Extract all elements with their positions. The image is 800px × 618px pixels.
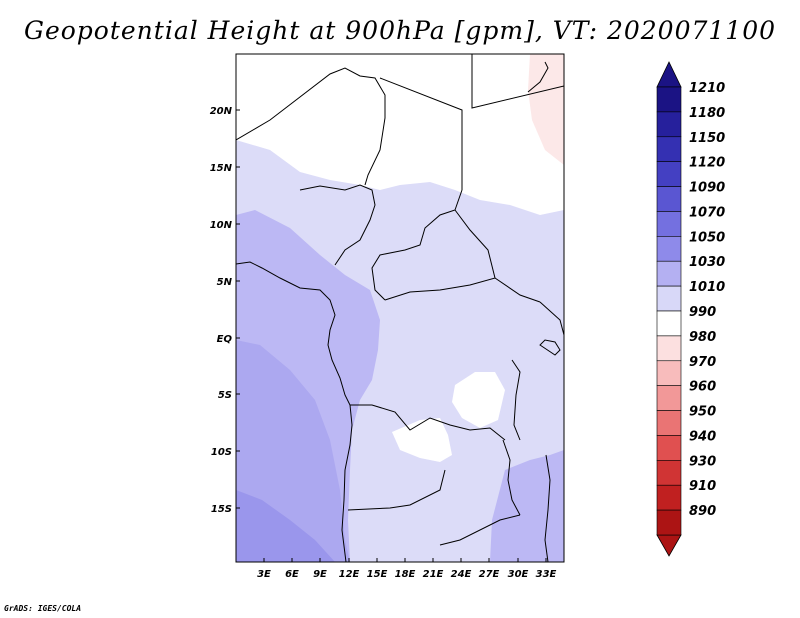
colorbar-level-label: 980 xyxy=(689,330,716,345)
colorbar: 1210 1180 1150 1120 1090 1070 1050 1030 1010 990 9… xyxy=(656,61,725,557)
colorbar-cell xyxy=(656,509,682,536)
colorbar-level-label: 1180 xyxy=(689,106,725,121)
field-990-1010-north xyxy=(236,54,564,215)
colorbar-cell xyxy=(656,111,682,138)
colorbar-cell xyxy=(656,236,682,262)
colorbar-level-label: 940 xyxy=(689,429,716,444)
colorbar-cell xyxy=(656,410,682,436)
lon-label: 6E xyxy=(285,569,299,580)
borders xyxy=(236,54,564,562)
lon-label: 27E xyxy=(479,569,500,580)
border-chad xyxy=(371,189,463,301)
border-car-drc xyxy=(384,277,541,303)
colorbar-cell xyxy=(656,285,682,312)
colorbar-cell xyxy=(656,460,682,486)
lat-label: 15N xyxy=(210,163,233,174)
colorbar-cell xyxy=(656,335,682,362)
lat-label: 15S xyxy=(211,504,232,515)
height-field xyxy=(236,54,564,562)
lon-label: 9E xyxy=(313,569,327,580)
border-zambia-south xyxy=(439,514,521,546)
colorbar-level-label: 930 xyxy=(689,454,716,469)
colorbar-level-label: 890 xyxy=(689,504,716,519)
colorbar-level-label: 970 xyxy=(689,355,716,370)
colorbar-cell xyxy=(656,211,682,237)
colorbar-level-label: 990 xyxy=(689,305,716,320)
lon-label: 33E xyxy=(536,569,557,580)
lat-label: 10S xyxy=(211,447,232,458)
lat-label: EQ xyxy=(217,334,233,345)
nile-delta xyxy=(527,61,549,93)
colorbar-level-label: 1150 xyxy=(689,131,725,146)
lon-label: 30E xyxy=(508,569,529,580)
latitude-axis: 20N 15N 10N 5N EQ 5S 10S 15S xyxy=(210,106,240,515)
colorbar-cell xyxy=(656,86,682,113)
colorbar-cell xyxy=(656,484,682,511)
colorbar-cell xyxy=(656,161,682,187)
lon-label: 18E xyxy=(395,569,416,580)
colorbar-level-label: 1120 xyxy=(689,156,725,171)
colorbar-level-label: 1030 xyxy=(689,255,725,270)
colorbar-level-label: 910 xyxy=(689,479,716,494)
lon-label: 24E xyxy=(451,569,472,580)
lake-victoria xyxy=(539,339,561,356)
colorbar-cell xyxy=(656,435,682,461)
lat-label: 20N xyxy=(210,106,233,117)
lon-label: 3E xyxy=(257,569,271,580)
border-angola-drc xyxy=(350,404,506,441)
lat-label: 5S xyxy=(218,390,232,401)
border-south-sudan-east xyxy=(539,301,564,336)
field-980-990-northeast xyxy=(528,54,564,165)
colorbar-cell xyxy=(656,260,682,287)
colorbar-level-label: 1210 xyxy=(689,81,725,96)
border-chad-sudan xyxy=(454,209,496,279)
border-algeria-niger xyxy=(236,67,386,186)
colorbar-level-label: 1050 xyxy=(689,230,725,245)
field-990-1010-drc xyxy=(452,372,505,428)
colorbar-cell xyxy=(656,385,682,411)
lon-label: 15E xyxy=(367,569,388,580)
border-angola-namibia xyxy=(347,469,446,511)
field-1070-1090-southwest xyxy=(236,490,335,562)
colorbar-level-label: 1090 xyxy=(689,181,725,196)
colorbar-level-label: 950 xyxy=(689,405,716,420)
border-zambia-malawi xyxy=(502,439,521,516)
border-libya-egypt xyxy=(471,54,564,109)
lon-label: 12E xyxy=(339,569,360,580)
atlantic-coastline xyxy=(236,261,353,562)
colorbar-level-label: 1010 xyxy=(689,280,725,295)
rift-valley-lakes xyxy=(511,359,521,441)
triangle-up-icon xyxy=(656,61,682,88)
colorbar-cell xyxy=(656,136,682,162)
border-mozambique xyxy=(544,454,551,562)
lon-label: 21E xyxy=(423,569,444,580)
lat-label: 5N xyxy=(217,277,233,288)
field-990-1010-angola xyxy=(392,418,452,462)
lat-label: 10N xyxy=(210,220,233,231)
footer-credit: GrADS: IGES/COLA xyxy=(4,604,82,613)
border-niger-libya-chad xyxy=(379,77,463,190)
colorbar-cell xyxy=(656,360,682,386)
map-title: Geopotential Height at 900hPa [gpm], VT:… xyxy=(23,16,777,45)
colorbar-level-label: 960 xyxy=(689,380,716,395)
colorbar-cell xyxy=(656,310,682,337)
map-frame xyxy=(235,53,565,563)
colorbar-level-label: 1070 xyxy=(689,205,725,220)
longitude-axis: 3E 6E 9E 12E 15E 18E 21E 24E 27E 30E 33E xyxy=(257,558,557,580)
colorbar-cell xyxy=(656,186,682,212)
triangle-down-icon xyxy=(656,534,682,557)
border-nigeria-niger xyxy=(299,184,376,266)
